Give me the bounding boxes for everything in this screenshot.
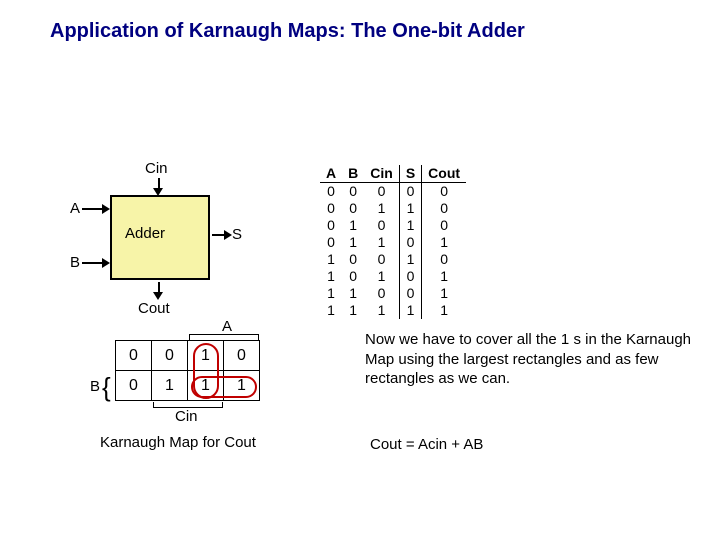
truth-cell: 0 xyxy=(320,200,342,217)
truth-cell: 1 xyxy=(342,234,364,251)
truth-cell: 0 xyxy=(399,268,421,285)
b-arrow xyxy=(102,258,110,268)
adder-block-label: Adder xyxy=(125,225,165,242)
truth-cell: 1 xyxy=(342,217,364,234)
cout-formula: Cout = Acin + AB xyxy=(370,436,483,453)
kcell-10: 0 xyxy=(116,371,152,401)
truth-cell: 0 xyxy=(320,234,342,251)
truth-cell: 1 xyxy=(320,268,342,285)
truth-cell: 1 xyxy=(422,234,466,251)
truth-cell: 1 xyxy=(364,200,399,217)
truth-cell: 0 xyxy=(364,183,399,201)
cin-label: Cin xyxy=(145,160,168,177)
th-cout: Cout xyxy=(422,165,466,183)
cin-arrow xyxy=(153,188,163,196)
kcell-11: 1 xyxy=(152,371,188,401)
truth-cell: 1 xyxy=(320,251,342,268)
page-title: Application of Karnaugh Maps: The One-bi… xyxy=(50,20,525,43)
truth-cell: 1 xyxy=(320,285,342,302)
th-a: A xyxy=(320,165,342,183)
truth-cell: 0 xyxy=(364,251,399,268)
truth-cell: 0 xyxy=(320,183,342,201)
truth-cell: 1 xyxy=(399,251,421,268)
kmap-b-label: B xyxy=(90,378,100,395)
truth-cell: 1 xyxy=(364,302,399,319)
truth-cell: 0 xyxy=(422,183,466,201)
s-label: S xyxy=(232,226,242,243)
truth-cell: 1 xyxy=(399,302,421,319)
truth-cell: 0 xyxy=(399,183,421,201)
truth-cell: 0 xyxy=(342,200,364,217)
truth-cell: 1 xyxy=(399,217,421,234)
truth-cell: 0 xyxy=(422,217,466,234)
truth-cell: 0 xyxy=(422,200,466,217)
th-s: S xyxy=(399,165,421,183)
truth-cell: 1 xyxy=(320,302,342,319)
kmap-cin-label: Cin xyxy=(175,408,198,425)
cout-arrow xyxy=(153,292,163,300)
kmap-a-label: A xyxy=(222,318,232,335)
truth-cell: 1 xyxy=(364,234,399,251)
kmap-b-brace: { xyxy=(102,372,111,403)
kcell-01: 0 xyxy=(152,341,188,371)
truth-cell: 1 xyxy=(422,302,466,319)
th-b: B xyxy=(342,165,364,183)
truth-cell: 1 xyxy=(342,285,364,302)
truth-cell: 0 xyxy=(364,217,399,234)
truth-cell: 0 xyxy=(399,285,421,302)
truth-cell: 0 xyxy=(342,251,364,268)
kcell-03: 0 xyxy=(224,341,260,371)
a-wire xyxy=(82,208,104,210)
a-label: A xyxy=(70,200,80,217)
truth-cell: 1 xyxy=(364,268,399,285)
truth-cell: 0 xyxy=(422,251,466,268)
truth-cell: 1 xyxy=(422,268,466,285)
b-label: B xyxy=(70,254,80,271)
a-arrow xyxy=(102,204,110,214)
truth-cell: 1 xyxy=(399,200,421,217)
s-arrow xyxy=(224,230,232,240)
truth-cell: 0 xyxy=(342,268,364,285)
kmap-group-horizontal xyxy=(191,376,257,398)
kmap-caption: Karnaugh Map for Cout xyxy=(100,434,256,451)
truth-cell: 0 xyxy=(342,183,364,201)
truth-cell: 0 xyxy=(364,285,399,302)
truth-cell: 0 xyxy=(320,217,342,234)
truth-table: A B Cin S Cout 0000000110010100110110010… xyxy=(320,165,466,319)
explanation-text: Now we have to cover all the 1 s in the … xyxy=(365,330,695,389)
cout-label: Cout xyxy=(138,300,170,317)
truth-cell: 0 xyxy=(399,234,421,251)
b-wire xyxy=(82,262,104,264)
kcell-00: 0 xyxy=(116,341,152,371)
th-cin: Cin xyxy=(364,165,399,183)
truth-cell: 1 xyxy=(422,285,466,302)
truth-cell: 1 xyxy=(342,302,364,319)
